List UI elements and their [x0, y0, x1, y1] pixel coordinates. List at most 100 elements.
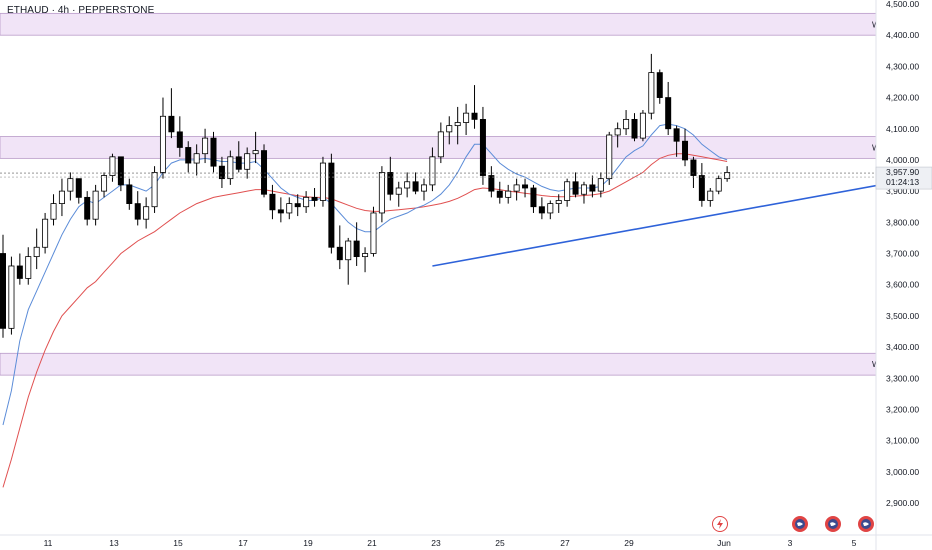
price-tick-16: 2,900.00	[886, 498, 919, 508]
candle-body	[589, 184, 596, 192]
candle-body	[362, 253, 369, 258]
candle	[404, 172, 411, 198]
candle	[370, 206, 377, 257]
candle	[218, 156, 225, 189]
lightning-icon[interactable]	[712, 516, 728, 532]
candle	[724, 166, 731, 182]
earth-icon[interactable]	[858, 516, 874, 532]
price-tick-3: 4,200.00	[886, 93, 919, 103]
time-label-0: 11	[44, 538, 53, 548]
price-axis[interactable]: 4,500.00 4,400.00 4,300.00 4,200.00 4,100.00…	[875, 0, 932, 550]
time-label-12: 5	[852, 538, 857, 548]
candle	[227, 150, 234, 185]
candle-body	[168, 115, 175, 133]
candle	[202, 128, 209, 164]
price-tick-10: 3,500.00	[886, 311, 919, 321]
candle-body	[16, 265, 23, 279]
candle	[555, 194, 562, 213]
time-label-2: 15	[173, 538, 183, 548]
candle-body	[698, 175, 705, 201]
candle-body	[505, 190, 512, 198]
candle	[446, 116, 453, 145]
price-tick-15: 3,000.00	[886, 467, 919, 477]
earth-icon[interactable]	[792, 516, 808, 532]
candle	[505, 184, 512, 204]
candle-body	[8, 265, 15, 329]
candle-body	[496, 190, 503, 198]
candle	[328, 153, 335, 254]
candle	[412, 172, 419, 195]
candle-body	[471, 112, 478, 120]
candle-body	[134, 203, 141, 220]
candle-body	[715, 178, 722, 192]
candle	[639, 110, 646, 142]
candle	[176, 116, 183, 157]
candle-body	[707, 190, 714, 201]
price-tick-7: 3,800.00	[886, 217, 919, 227]
candle-body	[101, 175, 108, 192]
candle-body	[345, 240, 352, 261]
candle-body	[437, 131, 444, 158]
candle-body	[580, 184, 587, 195]
candle-body	[429, 156, 436, 186]
candle	[698, 163, 705, 207]
time-axis[interactable]: 11 13 15 17 19 21 23 25 27 29 Jun 3 5	[0, 534, 932, 548]
time-label-8: 27	[560, 538, 570, 548]
candle-body	[488, 175, 495, 192]
candle	[631, 113, 638, 142]
candle-body	[665, 97, 672, 130]
price-tick-5: 4,000.00	[886, 155, 919, 165]
candle	[261, 144, 268, 198]
candle-body	[513, 184, 520, 192]
candle-body	[67, 178, 74, 192]
price-tick-4: 4,100.00	[886, 124, 919, 134]
earth-icon[interactable]	[825, 516, 841, 532]
time-label-10: Jun	[717, 538, 731, 548]
candle-body	[311, 196, 318, 201]
zone-2	[0, 352, 877, 376]
candle	[665, 81, 672, 135]
candle	[319, 156, 326, 207]
candle-body	[597, 178, 604, 192]
time-label-4: 19	[303, 538, 313, 548]
price-tick-8: 3,700.00	[886, 249, 919, 259]
time-label-1: 13	[109, 538, 119, 548]
candle-body	[353, 240, 360, 258]
candle	[420, 178, 427, 201]
candle	[479, 106, 486, 185]
candle	[143, 197, 150, 229]
candle-body	[202, 137, 209, 155]
candle-body	[294, 203, 301, 208]
candle-body	[547, 203, 554, 214]
candle	[244, 147, 251, 179]
candle-body	[84, 196, 91, 220]
candle	[210, 131, 217, 173]
candle	[572, 172, 579, 198]
symbol-title: ETHAUD · 4h · PEPPERSTONE	[7, 5, 155, 16]
candle	[303, 191, 310, 213]
candle	[286, 197, 293, 220]
candle	[109, 153, 116, 182]
candle-body	[261, 150, 268, 195]
candle-body	[58, 190, 65, 205]
candle	[235, 141, 242, 173]
candle	[606, 131, 613, 185]
candle-body	[33, 246, 40, 258]
candle	[454, 106, 461, 145]
candle-body	[404, 181, 411, 189]
candle-body	[319, 162, 326, 201]
candle-body	[724, 172, 731, 180]
drawings[interactable]	[0, 129, 932, 276]
candle-body	[328, 162, 335, 248]
candles[interactable]	[0, 53, 731, 338]
candle-body	[159, 115, 166, 173]
candle	[471, 85, 478, 129]
candle-body	[631, 118, 638, 139]
candle-body	[252, 150, 259, 155]
candle	[101, 172, 108, 198]
candle-body	[412, 181, 419, 192]
candle-body	[446, 125, 453, 133]
candle-body	[530, 187, 537, 208]
time-label-11: 3	[788, 538, 793, 548]
